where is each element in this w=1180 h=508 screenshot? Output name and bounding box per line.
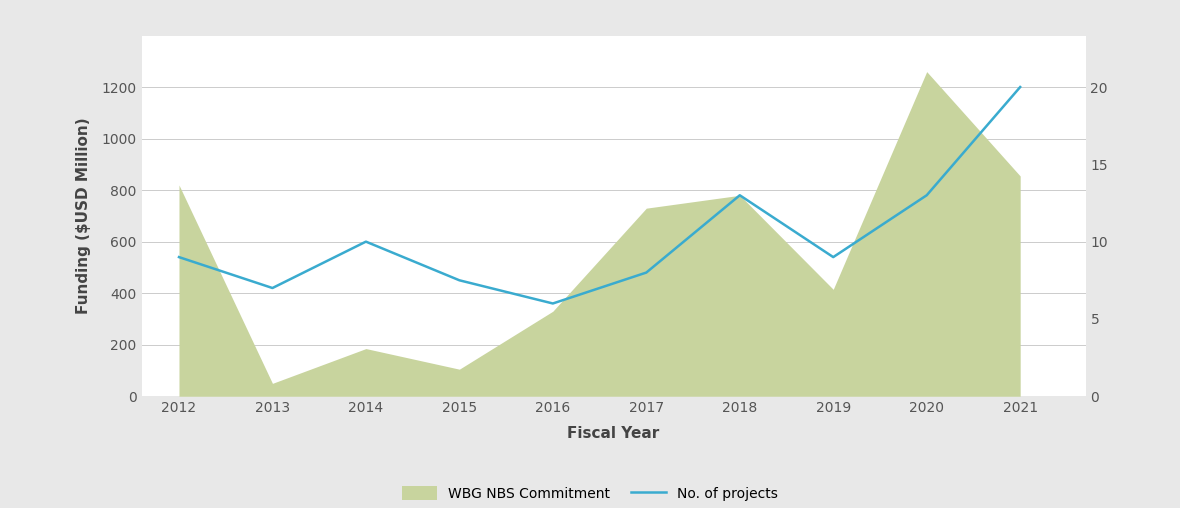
Legend: WBG NBS Commitment, No. of projects: WBG NBS Commitment, No. of projects (402, 486, 778, 501)
X-axis label: Fiscal Year: Fiscal Year (568, 426, 660, 441)
Y-axis label: Funding ($USD Million): Funding ($USD Million) (76, 117, 91, 314)
